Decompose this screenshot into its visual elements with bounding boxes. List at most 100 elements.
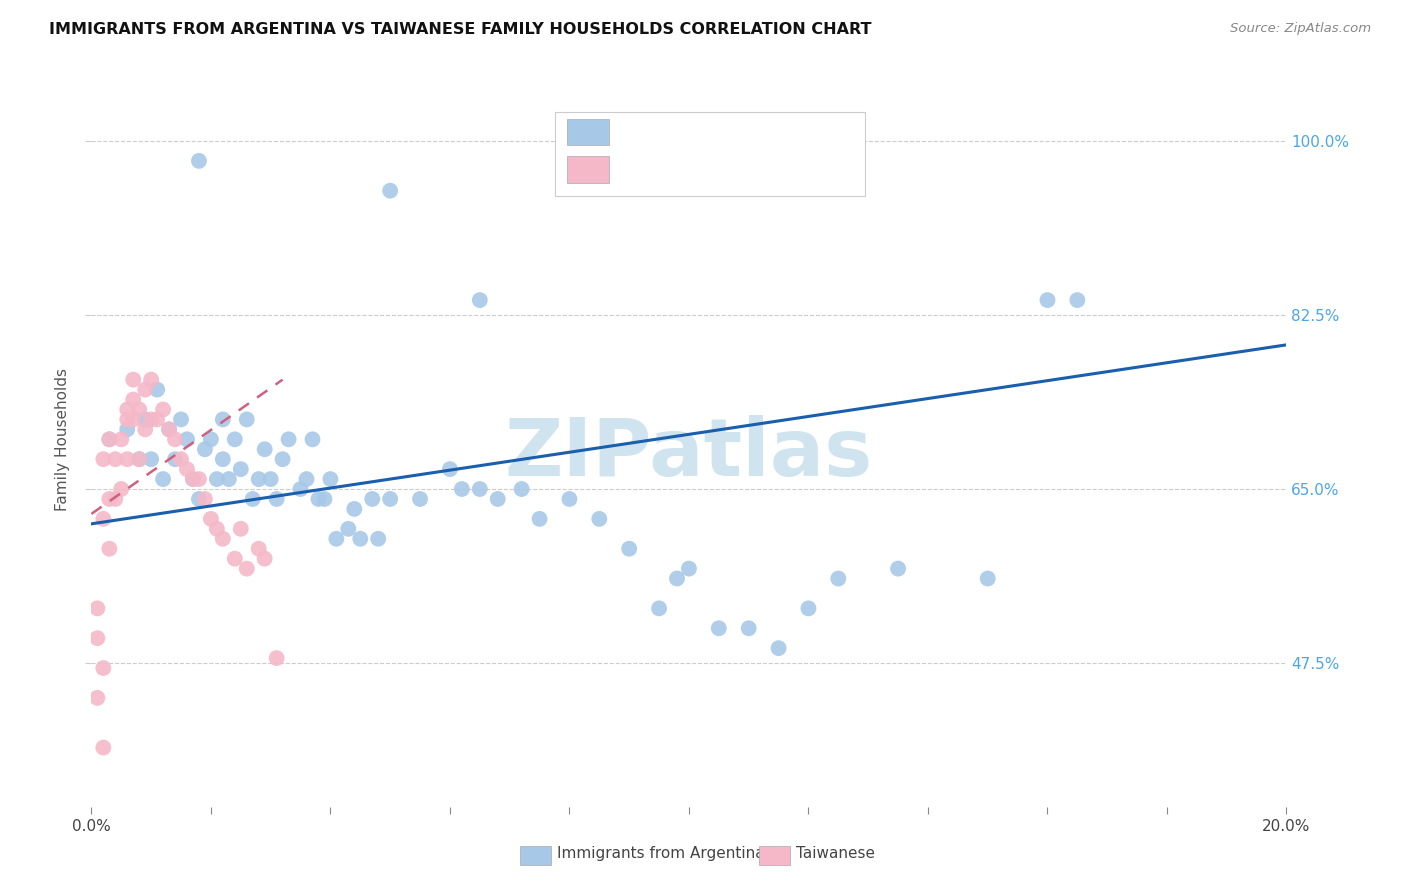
Point <box>93 452 115 467</box>
Point <box>86 601 108 615</box>
Point <box>361 491 384 506</box>
Point <box>439 462 461 476</box>
Text: 0.149: 0.149 <box>669 161 721 178</box>
Point <box>314 491 336 506</box>
Point <box>558 491 581 506</box>
Point <box>1036 293 1059 307</box>
Point <box>176 433 198 447</box>
Point <box>170 412 193 426</box>
Point <box>205 472 228 486</box>
Point <box>211 412 233 426</box>
Point <box>181 472 204 486</box>
Point <box>976 572 998 586</box>
Point <box>122 412 145 426</box>
Point <box>678 561 700 575</box>
Text: N =: N = <box>728 161 765 178</box>
Point <box>343 502 366 516</box>
Point <box>181 472 204 486</box>
Point <box>98 541 121 556</box>
Point <box>188 491 211 506</box>
Point <box>648 601 671 615</box>
Point <box>253 442 276 457</box>
Point <box>134 383 156 397</box>
Point <box>1066 293 1088 307</box>
Point <box>409 491 432 506</box>
Point <box>301 433 323 447</box>
Point <box>134 422 156 436</box>
Point <box>259 472 281 486</box>
Point <box>468 482 491 496</box>
Point <box>619 541 641 556</box>
Point <box>266 651 288 665</box>
Point <box>104 491 127 506</box>
Point <box>707 621 730 635</box>
Point <box>224 551 246 566</box>
Point <box>235 412 259 426</box>
Point <box>337 522 360 536</box>
Point <box>122 392 145 407</box>
Point <box>176 462 198 476</box>
Point <box>93 661 115 675</box>
Point <box>211 532 233 546</box>
Point <box>188 472 211 486</box>
Y-axis label: Family Households: Family Households <box>55 368 70 511</box>
Point <box>295 472 318 486</box>
Point <box>115 402 138 417</box>
Point <box>115 422 138 436</box>
Text: R =: R = <box>623 123 659 141</box>
Point <box>797 601 820 615</box>
Point <box>98 433 121 447</box>
Point <box>211 452 233 467</box>
Point <box>235 561 259 575</box>
Point <box>86 631 108 645</box>
Point <box>247 541 270 556</box>
Text: N =: N = <box>728 123 765 141</box>
Point <box>247 472 270 486</box>
Text: R =: R = <box>623 161 659 178</box>
Point <box>146 412 169 426</box>
Point <box>115 412 138 426</box>
Point <box>194 491 217 506</box>
Point <box>122 373 145 387</box>
Point <box>86 690 108 705</box>
Point <box>134 412 156 426</box>
Point <box>349 532 371 546</box>
Point <box>110 433 132 447</box>
Point <box>486 491 509 506</box>
Point <box>152 402 174 417</box>
Point <box>93 740 115 755</box>
Text: 44: 44 <box>770 161 794 178</box>
Point <box>229 522 252 536</box>
Point <box>146 383 169 397</box>
Point <box>200 512 222 526</box>
Point <box>450 482 472 496</box>
Point <box>93 512 115 526</box>
Point <box>380 491 402 506</box>
Text: 0.186: 0.186 <box>669 123 721 141</box>
Point <box>367 532 389 546</box>
Point <box>128 402 150 417</box>
Point <box>163 433 186 447</box>
Point <box>104 452 127 467</box>
Point <box>115 452 138 467</box>
Point <box>887 561 910 575</box>
Point <box>163 452 186 467</box>
Point <box>290 482 312 496</box>
Point <box>141 452 163 467</box>
Point <box>768 641 790 656</box>
Text: Source: ZipAtlas.com: Source: ZipAtlas.com <box>1230 22 1371 36</box>
Text: IMMIGRANTS FROM ARGENTINA VS TAIWANESE FAMILY HOUSEHOLDS CORRELATION CHART: IMMIGRANTS FROM ARGENTINA VS TAIWANESE F… <box>49 22 872 37</box>
Point <box>188 153 211 168</box>
Point <box>141 373 163 387</box>
Point <box>529 512 551 526</box>
Point <box>98 433 121 447</box>
Point <box>380 184 402 198</box>
Point <box>110 482 132 496</box>
Point <box>325 532 347 546</box>
Point <box>141 412 163 426</box>
Point <box>194 442 217 457</box>
Point <box>588 512 610 526</box>
Point <box>510 482 533 496</box>
Point <box>98 491 121 506</box>
Point <box>666 572 689 586</box>
